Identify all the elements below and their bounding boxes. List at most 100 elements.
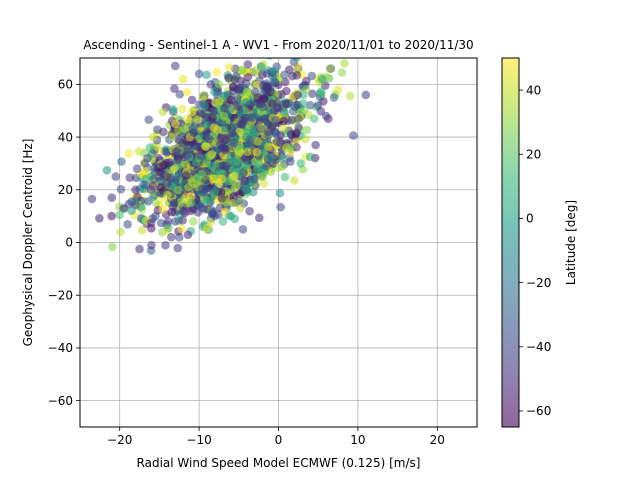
data-point — [187, 95, 197, 105]
x-axis-label: Radial Wind Speed Model ECMWF (0.125) [m… — [137, 456, 421, 470]
data-point — [117, 157, 126, 166]
data-point — [200, 101, 209, 111]
data-point — [107, 193, 117, 202]
data-point — [147, 224, 156, 233]
data-point — [230, 75, 240, 84]
data-point — [170, 84, 179, 93]
colorbar-tick-label: 20 — [526, 147, 541, 161]
data-point — [212, 67, 222, 77]
data-point — [225, 105, 235, 114]
x-axis-ticks: −20 −10 0 10 20 — [107, 427, 445, 447]
data-point — [95, 214, 104, 223]
data-point — [264, 142, 273, 151]
data-point — [226, 95, 236, 105]
data-point — [197, 184, 207, 194]
data-point — [349, 131, 358, 140]
data-point — [254, 213, 264, 223]
data-point — [259, 114, 269, 123]
data-point — [196, 152, 205, 161]
data-point — [258, 102, 268, 112]
data-point — [301, 85, 311, 94]
data-point — [183, 114, 192, 124]
data-point — [187, 107, 197, 117]
data-point — [248, 128, 257, 138]
data-point — [163, 190, 172, 200]
data-point — [253, 137, 262, 146]
data-point — [177, 104, 187, 114]
data-point — [282, 143, 291, 152]
data-point — [272, 130, 281, 139]
data-point — [307, 71, 317, 81]
data-point — [164, 223, 173, 233]
data-point — [291, 129, 300, 139]
data-point — [202, 70, 211, 80]
data-point — [125, 173, 135, 182]
data-point — [158, 107, 168, 117]
colorbar-tick-label: −60 — [526, 404, 551, 418]
data-point — [173, 185, 183, 195]
data-point — [174, 232, 184, 242]
data-point — [116, 227, 125, 237]
data-point — [245, 135, 254, 144]
data-point — [210, 87, 219, 97]
data-point — [308, 89, 317, 99]
data-point — [259, 148, 268, 158]
data-point — [337, 68, 347, 77]
data-point — [271, 115, 280, 125]
data-point — [361, 90, 371, 100]
data-point — [262, 83, 272, 93]
data-point — [229, 171, 239, 181]
data-point — [148, 192, 158, 202]
y-tick-label: −20 — [48, 288, 73, 302]
data-point — [278, 153, 287, 163]
data-point — [127, 197, 136, 206]
data-point — [203, 196, 213, 206]
y-axis-ticks: −60 −40 −20 0 20 40 60 — [48, 78, 80, 408]
data-point — [214, 80, 224, 89]
data-point — [269, 66, 279, 76]
data-point — [284, 99, 294, 108]
data-point — [233, 150, 243, 159]
x-tick-label: −10 — [186, 433, 211, 447]
data-point — [134, 147, 144, 156]
data-point — [287, 115, 296, 125]
data-point — [127, 206, 136, 215]
data-point — [145, 143, 155, 152]
data-point — [151, 211, 160, 221]
data-point — [294, 123, 303, 132]
data-point — [262, 161, 271, 171]
data-point — [154, 162, 164, 172]
data-point — [254, 159, 263, 168]
data-point — [132, 164, 142, 173]
data-point — [317, 74, 327, 84]
data-point — [139, 180, 148, 189]
x-tick-label: 10 — [350, 433, 365, 447]
data-point — [199, 91, 208, 101]
data-point — [144, 115, 154, 124]
data-point — [189, 128, 198, 137]
data-point — [241, 98, 251, 107]
data-point — [162, 178, 172, 188]
data-point — [175, 90, 185, 99]
data-point — [340, 58, 349, 68]
data-point — [181, 161, 191, 170]
data-point — [202, 223, 212, 233]
y-tick-label: 20 — [58, 183, 73, 197]
data-point — [270, 78, 280, 87]
data-point — [123, 219, 132, 229]
data-point — [209, 107, 219, 116]
data-point — [242, 185, 252, 195]
data-point — [247, 112, 257, 122]
colorbar: −60 −40 −20 0 20 40 Latitude [deg] — [501, 57, 578, 428]
data-point — [278, 162, 287, 171]
data-point — [165, 158, 174, 167]
data-point — [263, 127, 273, 137]
data-point — [235, 84, 245, 94]
data-point — [137, 225, 147, 235]
data-point — [143, 153, 152, 163]
colorbar-ticks: −60 −40 −20 0 20 40 — [519, 83, 551, 418]
x-tick-label: 0 — [275, 433, 283, 447]
data-point — [301, 134, 310, 144]
data-point — [252, 80, 262, 90]
